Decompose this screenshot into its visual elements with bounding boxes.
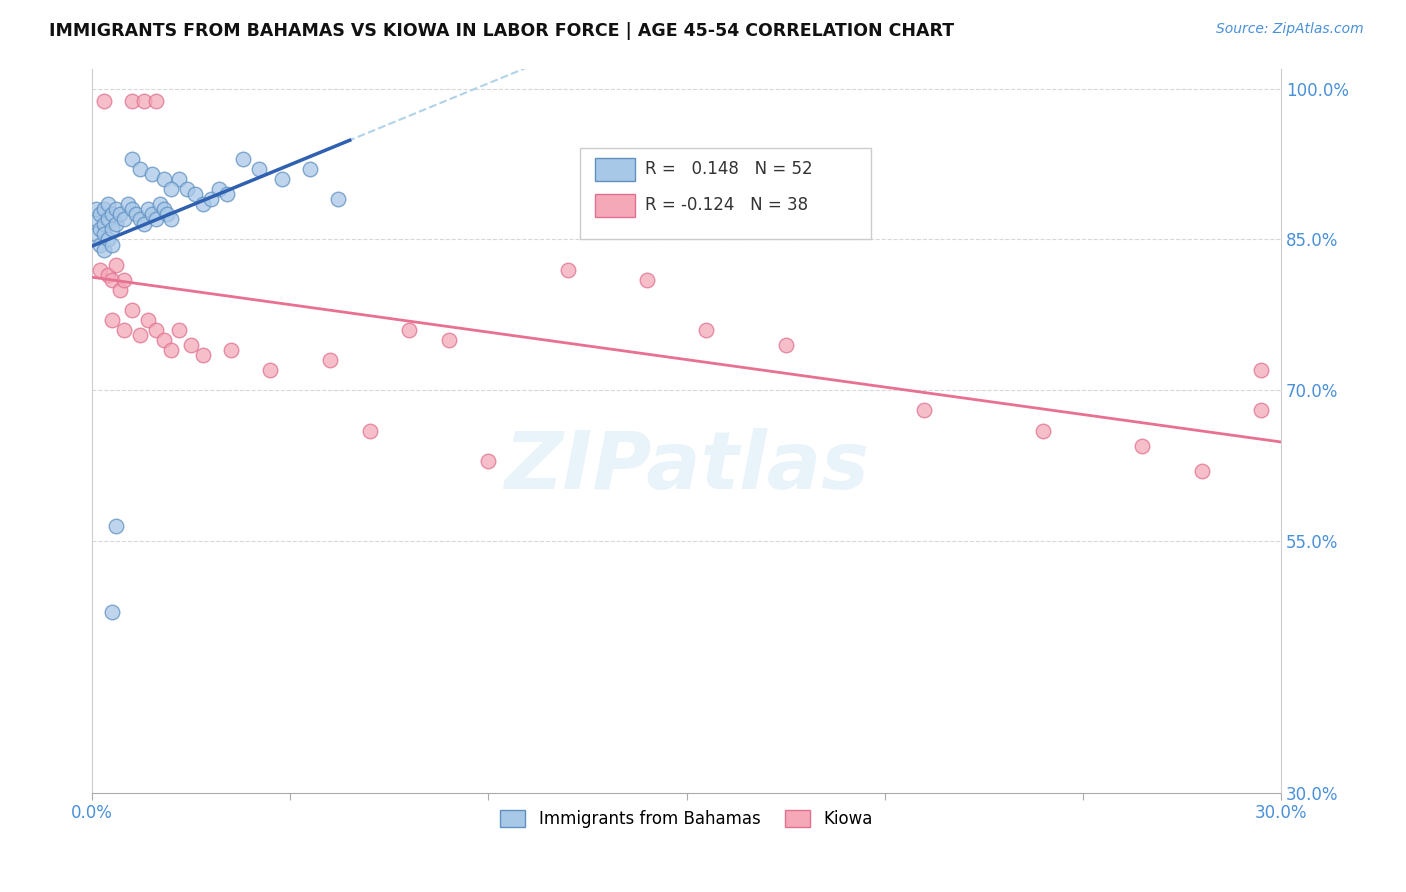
- Point: [97, 268, 120, 282]
- Point: [299, 162, 322, 177]
- Point: [132, 94, 155, 108]
- Point: [232, 152, 254, 166]
- Point: [121, 94, 143, 108]
- Point: [97, 212, 120, 227]
- Point: [97, 232, 120, 246]
- Point: [84, 202, 107, 217]
- Point: [84, 227, 107, 242]
- Point: [437, 333, 460, 347]
- Point: [148, 197, 170, 211]
- Legend: Immigrants from Bahamas, Kiowa: Immigrants from Bahamas, Kiowa: [494, 804, 880, 835]
- Point: [215, 187, 238, 202]
- Point: [359, 424, 381, 438]
- Point: [104, 218, 127, 232]
- Point: [271, 172, 294, 186]
- Point: [152, 172, 174, 186]
- Point: [101, 273, 124, 287]
- Point: [319, 353, 342, 368]
- Point: [156, 207, 179, 221]
- Point: [121, 202, 143, 217]
- Point: [125, 207, 148, 221]
- Point: [89, 262, 111, 277]
- Text: IMMIGRANTS FROM BAHAMAS VS KIOWA IN LABOR FORCE | AGE 45-54 CORRELATION CHART: IMMIGRANTS FROM BAHAMAS VS KIOWA IN LABO…: [49, 22, 955, 40]
- Point: [117, 197, 139, 211]
- Point: [145, 212, 167, 227]
- Point: [128, 328, 150, 343]
- Point: [121, 152, 143, 166]
- Point: [104, 519, 127, 533]
- Point: [184, 187, 207, 202]
- Point: [398, 323, 420, 337]
- Point: [160, 212, 183, 227]
- Text: R =   0.148   N = 52: R = 0.148 N = 52: [645, 161, 813, 178]
- Point: [695, 323, 717, 337]
- Point: [101, 222, 124, 236]
- Point: [89, 207, 111, 221]
- Point: [191, 197, 214, 211]
- Point: [93, 243, 115, 257]
- Point: [104, 202, 127, 217]
- Point: [84, 212, 107, 227]
- Point: [104, 258, 127, 272]
- Point: [247, 162, 270, 177]
- Point: [101, 207, 124, 221]
- Point: [136, 313, 159, 327]
- Point: [97, 197, 120, 211]
- FancyBboxPatch shape: [595, 158, 636, 181]
- Point: [1032, 424, 1054, 438]
- Point: [112, 273, 135, 287]
- FancyBboxPatch shape: [579, 148, 870, 239]
- Point: [108, 283, 131, 297]
- Point: [93, 218, 115, 232]
- Point: [1130, 439, 1153, 453]
- Point: [121, 302, 143, 317]
- Point: [93, 202, 115, 217]
- Point: [152, 333, 174, 347]
- Point: [93, 94, 115, 108]
- Point: [93, 227, 115, 242]
- Point: [101, 313, 124, 327]
- Point: [219, 343, 242, 358]
- Point: [557, 262, 579, 277]
- Point: [775, 338, 797, 352]
- Point: [160, 182, 183, 196]
- Point: [169, 172, 191, 186]
- Point: [636, 273, 658, 287]
- Point: [1191, 464, 1213, 478]
- Point: [208, 182, 231, 196]
- Point: [169, 323, 191, 337]
- Point: [108, 207, 131, 221]
- Point: [477, 454, 499, 468]
- Point: [191, 348, 214, 362]
- FancyBboxPatch shape: [595, 194, 636, 217]
- Point: [1250, 403, 1272, 417]
- Point: [89, 222, 111, 236]
- Text: R = -0.124   N = 38: R = -0.124 N = 38: [645, 196, 808, 214]
- Point: [132, 218, 155, 232]
- Point: [101, 237, 124, 252]
- Point: [112, 323, 135, 337]
- Point: [145, 94, 167, 108]
- Point: [141, 167, 163, 181]
- Point: [912, 403, 935, 417]
- Point: [152, 202, 174, 217]
- Point: [141, 207, 163, 221]
- Point: [136, 202, 159, 217]
- Point: [1250, 363, 1272, 377]
- Point: [326, 192, 349, 206]
- Point: [145, 323, 167, 337]
- Point: [101, 605, 124, 619]
- Point: [200, 192, 222, 206]
- Point: [176, 182, 198, 196]
- Point: [128, 212, 150, 227]
- Point: [128, 162, 150, 177]
- Point: [89, 237, 111, 252]
- Point: [180, 338, 202, 352]
- Point: [259, 363, 281, 377]
- Point: [160, 343, 183, 358]
- Point: [112, 212, 135, 227]
- Text: ZIPatlas: ZIPatlas: [505, 428, 869, 506]
- Text: Source: ZipAtlas.com: Source: ZipAtlas.com: [1216, 22, 1364, 37]
